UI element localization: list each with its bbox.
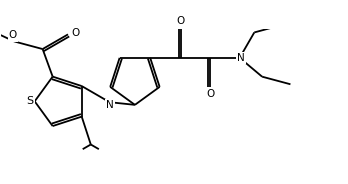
Text: O: O (177, 16, 185, 26)
Text: O: O (206, 89, 214, 100)
Text: O: O (71, 28, 79, 38)
Text: O: O (9, 31, 17, 40)
Text: S: S (26, 96, 34, 106)
Text: N: N (106, 100, 114, 110)
Text: N: N (237, 53, 245, 63)
